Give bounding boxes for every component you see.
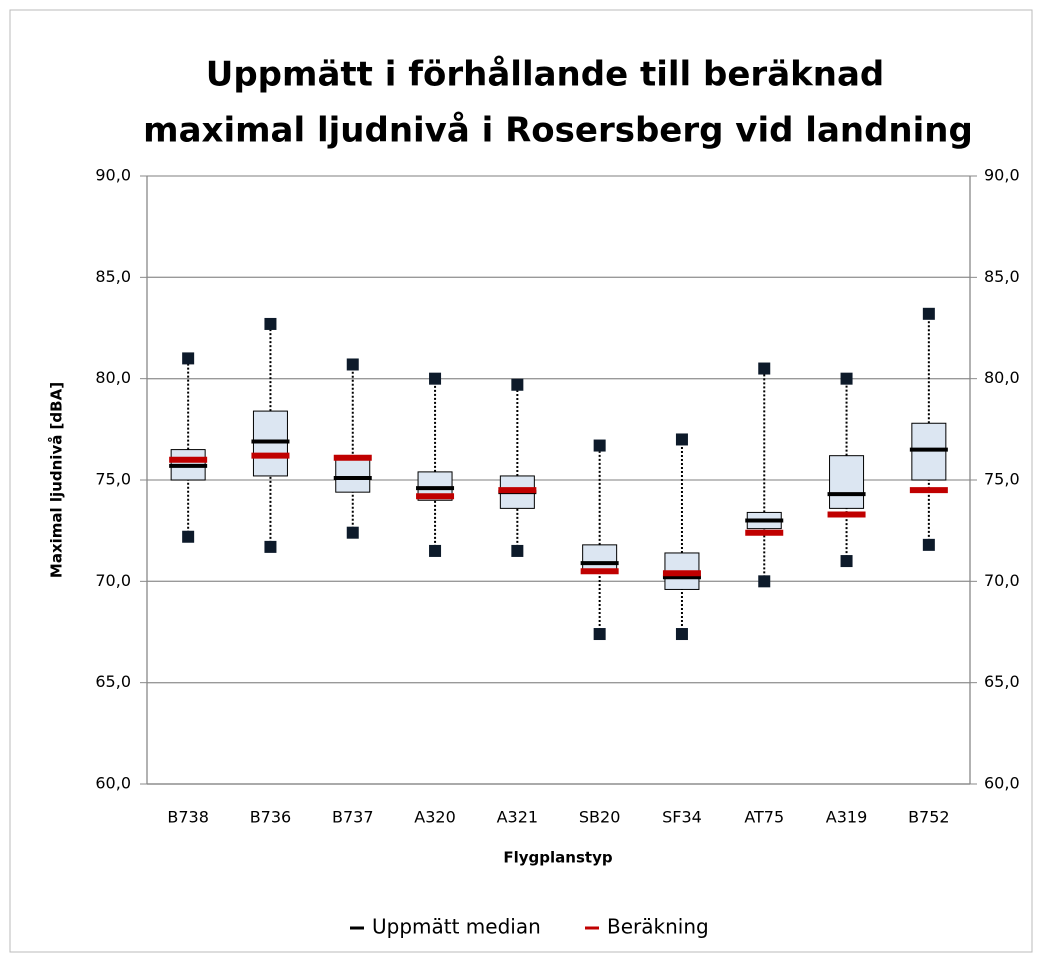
- x-tick-label: SB20: [579, 808, 621, 827]
- y2-tick-label: 65,0: [984, 672, 1020, 691]
- min-marker: [840, 555, 853, 568]
- min-marker: [346, 526, 359, 539]
- legend-label: Uppmätt median: [372, 915, 541, 939]
- x-tick-label: A320: [414, 808, 455, 827]
- x-tick-label: B736: [250, 808, 292, 827]
- x-tick-label: B752: [908, 808, 950, 827]
- y-tick-label: 85,0: [95, 267, 131, 286]
- y-tick-label: 80,0: [95, 368, 131, 387]
- y-axis-label: Maximal ljudnivå [dBA]: [48, 382, 66, 578]
- max-marker: [922, 307, 935, 320]
- max-marker: [429, 372, 442, 385]
- max-marker: [346, 358, 359, 371]
- min-marker: [511, 544, 524, 557]
- chart-title: maximal ljudnivå i Rosersberg vid landni…: [143, 111, 973, 151]
- y-tick-label: 90,0: [95, 166, 131, 185]
- x-axis-label: Flygplanstyp: [503, 849, 612, 867]
- max-marker: [758, 362, 771, 375]
- max-marker: [511, 378, 524, 391]
- x-tick-label: AT75: [744, 808, 784, 827]
- y2-tick-label: 60,0: [984, 774, 1020, 793]
- y2-tick-label: 75,0: [984, 470, 1020, 489]
- max-marker: [593, 439, 606, 452]
- y-tick-label: 60,0: [95, 774, 131, 793]
- min-marker: [758, 575, 771, 588]
- min-marker: [922, 538, 935, 551]
- box: [252, 410, 288, 477]
- y2-tick-label: 70,0: [984, 571, 1020, 590]
- x-tick-label: B738: [167, 808, 209, 827]
- max-marker: [182, 352, 195, 365]
- y2-tick-label: 90,0: [984, 166, 1020, 185]
- y-tick-label: 75,0: [95, 470, 131, 489]
- box: [829, 455, 865, 509]
- y-tick-label: 65,0: [95, 672, 131, 691]
- max-marker: [675, 433, 688, 446]
- chart-title: Uppmätt i förhållande till beräknad: [206, 55, 885, 95]
- y2-tick-label: 85,0: [984, 267, 1020, 286]
- box: [335, 457, 371, 493]
- x-tick-label: SF34: [662, 808, 702, 827]
- min-marker: [182, 530, 195, 543]
- min-marker: [675, 628, 688, 641]
- x-tick-label: A319: [826, 808, 867, 827]
- box: [911, 422, 947, 481]
- max-marker: [840, 372, 853, 385]
- legend-label: Beräkning: [607, 915, 709, 939]
- min-marker: [593, 628, 606, 641]
- y2-tick-label: 80,0: [984, 368, 1020, 387]
- x-tick-label: B737: [332, 808, 374, 827]
- y-tick-label: 70,0: [95, 571, 131, 590]
- max-marker: [264, 317, 277, 330]
- x-tick-label: A321: [497, 808, 538, 827]
- min-marker: [264, 540, 277, 553]
- min-marker: [429, 544, 442, 557]
